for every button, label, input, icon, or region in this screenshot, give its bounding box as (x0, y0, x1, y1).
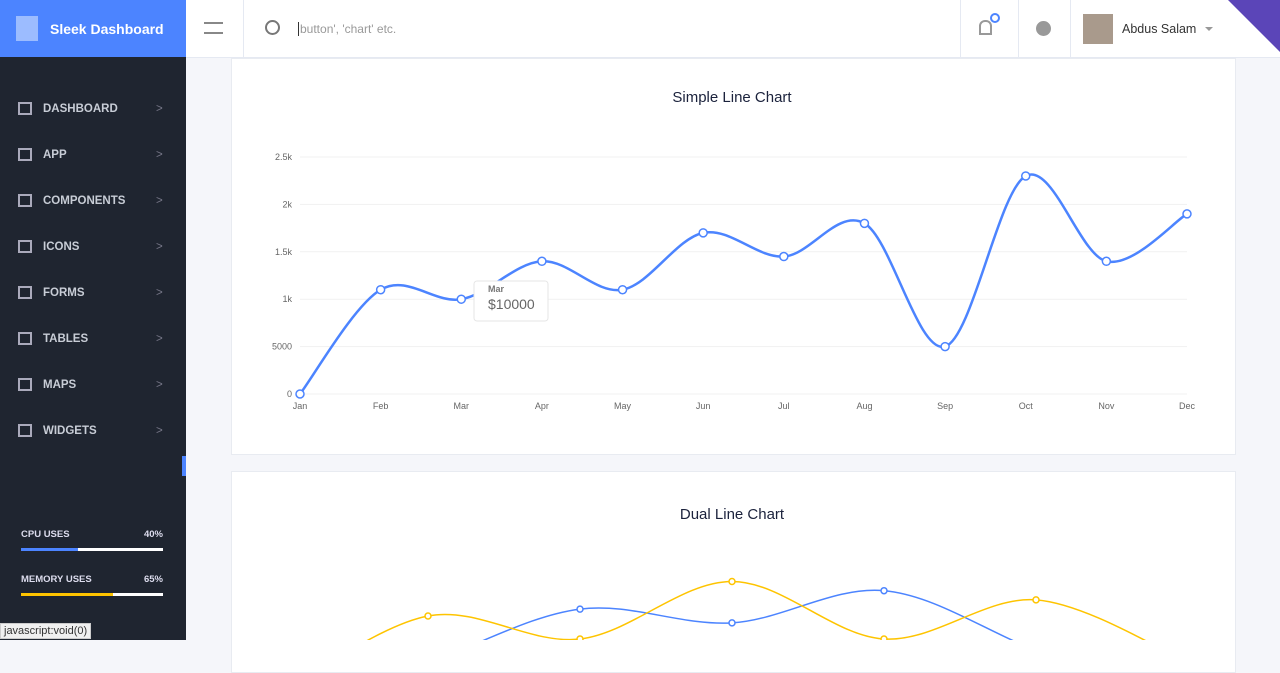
user-name[interactable]: Abdus Salam (1122, 22, 1197, 36)
charts: Simple Line Chart 0 5000 1k 1.5k 2k 2.5k Jan Feb… (272, 89, 1196, 640)
point (576, 635, 584, 640)
menu-item[interactable]: FORMS > (0, 284, 186, 304)
menu-item[interactable]: MAPS > (0, 376, 186, 396)
usage: CPU USES 40% (0, 529, 186, 554)
usage-track (21, 548, 163, 551)
x-tick-label: Jul (778, 401, 790, 411)
x-tick-label: May (614, 401, 632, 411)
github-corner[interactable] (1228, 0, 1280, 53)
point (537, 256, 547, 267)
header: button', 'chart' etc. Abdus Salam (186, 0, 1280, 58)
usage-value: 65% (143, 574, 163, 585)
active-indicator (182, 456, 186, 476)
tooltip-category: Mar (488, 284, 505, 294)
point (940, 341, 950, 352)
y-tick-label: 2k (282, 199, 292, 209)
settings[interactable] (1036, 21, 1051, 36)
sidebar: DASHBOARD > APP > COMPONENTS > ICONS > FORMS > TAB… (0, 0, 186, 640)
x-tick-label: Mar (454, 401, 470, 411)
point (576, 605, 584, 613)
brand-name: Sleek Dashboard (50, 21, 164, 37)
point (1020, 171, 1031, 181)
point (1182, 209, 1192, 219)
chart-title: Simple Line Chart (672, 89, 792, 106)
point (859, 218, 870, 229)
usage-bar (21, 593, 114, 596)
menu-label: ICONS (43, 241, 80, 253)
menu-label: MAPS (43, 379, 77, 391)
y-tick-label: 5000 (272, 342, 292, 352)
line (299, 173, 1188, 395)
point (728, 577, 736, 586)
usage-label: MEMORY USES (21, 574, 92, 585)
menu-item[interactable]: DASHBOARD > (0, 100, 186, 120)
usage-bar (21, 548, 78, 551)
menu-toggle[interactable] (204, 22, 223, 34)
line (482, 589, 1014, 640)
point (698, 228, 708, 238)
card (231, 58, 1236, 455)
status-bar: javascript:void(0) (0, 623, 92, 639)
y-tick-label: 1.5k (275, 247, 293, 257)
search-input[interactable]: button', 'chart' etc. (298, 22, 397, 36)
point (880, 586, 888, 595)
x-tick-label: Feb (373, 401, 389, 411)
menu-label: FORMS (43, 287, 85, 299)
usage: MEMORY USES 65% (0, 574, 186, 599)
x-tick-label: Aug (856, 401, 872, 411)
chart-title: Dual Line Chart (680, 506, 785, 523)
menu-label: COMPONENTS (43, 195, 126, 207)
menu-label: TABLES (43, 333, 89, 345)
y-tick-label: 1k (282, 294, 292, 304)
point (617, 284, 628, 295)
x-tick-label: Nov (1098, 401, 1115, 411)
search-icon (265, 20, 280, 35)
chart: Dual Line Chart (366, 506, 1147, 640)
x-tick-label: Apr (535, 401, 549, 411)
point (295, 389, 305, 399)
point (880, 635, 888, 640)
avatar (1083, 14, 1113, 44)
x-tick-label: Sep (937, 401, 953, 411)
point (456, 294, 467, 304)
point (375, 284, 386, 295)
brand[interactable]: Sleek Dashboard (0, 0, 186, 57)
chart: Simple Line Chart 0 5000 1k 1.5k 2k 2.5k Jan Feb… (272, 89, 1196, 411)
logo-icon (16, 16, 38, 41)
y-tick-label: 0 (287, 389, 292, 399)
menu-label: APP (43, 149, 67, 161)
menu-item[interactable]: TABLES > (0, 330, 186, 350)
x-tick-label: Jun (696, 401, 711, 411)
x-tick-label: Jan (293, 401, 308, 411)
point (424, 612, 432, 620)
menu-item[interactable]: COMPONENTS > (0, 192, 186, 212)
menu-item[interactable]: ICONS > (0, 238, 186, 258)
usage-label: CPU USES (21, 529, 70, 540)
menu-label: WIDGETS (43, 425, 97, 437)
usage-value: 40% (143, 529, 163, 540)
notifications[interactable] (979, 20, 992, 35)
x-tick-label: Dec (1179, 401, 1196, 411)
y-tick-label: 2.5k (275, 152, 293, 162)
point (1101, 256, 1112, 267)
card (231, 471, 1236, 673)
tooltip: Mar $10000 (473, 280, 549, 322)
line (366, 580, 1147, 640)
x-tick-label: Oct (1019, 401, 1034, 411)
menu-item[interactable]: APP > (0, 146, 186, 166)
point (728, 619, 736, 627)
menu-label: DASHBOARD (43, 103, 118, 115)
menu-item[interactable]: WIDGETS > (0, 422, 186, 442)
tooltip-box (473, 280, 549, 322)
point (779, 251, 789, 262)
point (1032, 596, 1040, 604)
tooltip-value: $10000 (488, 296, 535, 312)
